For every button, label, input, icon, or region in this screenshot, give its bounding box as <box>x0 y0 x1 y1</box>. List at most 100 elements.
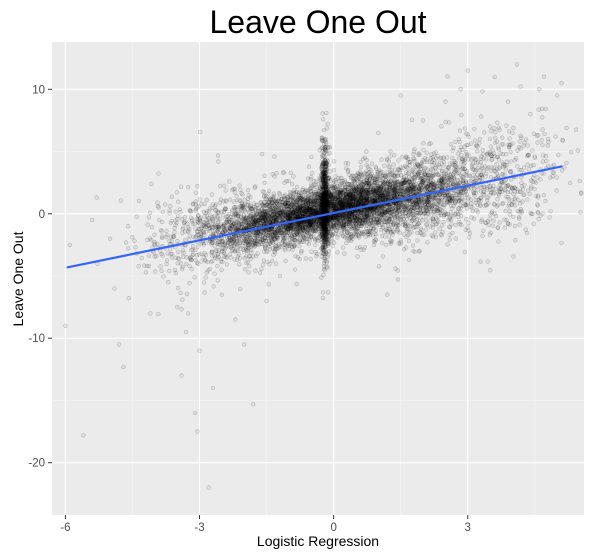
data-point <box>406 190 411 195</box>
data-point <box>360 191 365 197</box>
data-point <box>307 209 312 214</box>
data-point <box>304 225 309 231</box>
data-point <box>200 240 205 246</box>
data-point <box>251 223 256 229</box>
data-point <box>299 214 304 219</box>
data-point <box>319 224 324 229</box>
data-point <box>341 202 346 207</box>
data-point <box>406 238 412 244</box>
data-point <box>208 213 213 218</box>
data-point <box>331 159 337 164</box>
data-point <box>325 205 330 210</box>
data-point <box>196 219 201 224</box>
data-point <box>294 184 300 190</box>
data-point <box>286 204 292 209</box>
data-point <box>396 179 401 184</box>
data-point <box>323 200 329 205</box>
data-point <box>329 205 335 210</box>
data-point <box>286 214 292 220</box>
data-point <box>339 206 345 211</box>
data-point <box>342 188 347 193</box>
data-point <box>297 205 302 210</box>
data-point <box>337 178 342 184</box>
data-point <box>275 216 280 222</box>
data-point <box>282 204 288 210</box>
data-point <box>260 215 265 220</box>
data-point <box>327 207 332 213</box>
data-point <box>345 182 350 187</box>
data-point <box>294 189 299 194</box>
data-point <box>342 216 348 221</box>
data-point <box>267 241 273 246</box>
data-point <box>164 261 169 267</box>
data-point <box>321 221 326 226</box>
data-point <box>256 219 261 224</box>
data-point <box>375 211 380 216</box>
data-point <box>361 217 366 223</box>
data-point <box>389 170 395 175</box>
data-point <box>290 232 295 237</box>
data-point <box>345 226 350 232</box>
data-point <box>300 225 305 231</box>
data-point <box>352 177 357 182</box>
data-point <box>346 216 351 221</box>
data-point <box>385 169 390 175</box>
data-point <box>335 250 340 255</box>
data-point <box>441 163 446 168</box>
data-point <box>387 180 392 185</box>
data-point <box>373 164 378 169</box>
data-point <box>215 215 220 220</box>
data-point <box>293 205 298 210</box>
data-point <box>282 242 288 247</box>
grid-minor-lines <box>52 42 584 515</box>
data-point <box>308 177 313 182</box>
data-point <box>319 205 324 210</box>
data-point <box>374 198 380 203</box>
data-point <box>347 204 353 209</box>
chart-title: Leave One Out <box>209 4 426 40</box>
data-point <box>190 244 196 249</box>
data-point <box>338 199 343 204</box>
data-point <box>248 203 253 208</box>
data-point <box>344 194 349 199</box>
data-point <box>358 230 363 236</box>
data-point <box>318 209 323 215</box>
data-point <box>310 218 316 224</box>
data-point <box>341 201 346 206</box>
data-point <box>313 249 318 255</box>
data-point <box>319 202 324 208</box>
data-point <box>319 193 324 198</box>
data-point <box>348 216 353 222</box>
data-point <box>306 164 312 169</box>
data-point <box>308 256 313 262</box>
data-point <box>353 224 359 229</box>
data-point <box>276 206 281 212</box>
data-point <box>286 216 292 222</box>
data-point <box>337 225 342 230</box>
data-point <box>365 207 370 212</box>
data-point <box>269 238 275 243</box>
data-point <box>343 184 348 190</box>
data-point <box>286 201 291 206</box>
data-point <box>348 211 354 217</box>
data-point <box>303 256 309 261</box>
data-point <box>247 238 252 243</box>
data-point <box>334 217 339 223</box>
data-point <box>388 149 393 154</box>
data-point <box>204 197 209 203</box>
data-point <box>323 198 328 204</box>
data-point <box>186 237 191 242</box>
data-point <box>329 223 334 228</box>
data-point <box>278 206 283 211</box>
data-point <box>290 227 295 232</box>
data-point <box>308 225 313 230</box>
data-point <box>305 231 310 236</box>
data-point <box>277 210 283 215</box>
data-point <box>273 230 278 236</box>
data-point <box>382 163 387 168</box>
data-point <box>327 202 332 208</box>
data-point <box>377 193 383 199</box>
data-point <box>239 223 245 229</box>
data-point <box>331 215 336 220</box>
data-point <box>273 215 279 220</box>
